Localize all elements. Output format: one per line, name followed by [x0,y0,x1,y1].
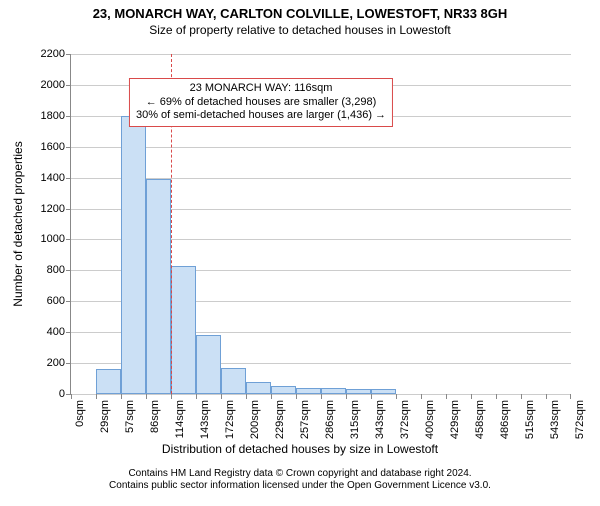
x-tick [171,394,172,399]
y-tick-label: 2000 [41,79,71,91]
x-tick [96,394,97,399]
x-tick-label: 257sqm [299,400,311,439]
x-tick-label: 343sqm [374,400,386,439]
x-tick [471,394,472,399]
x-tick [296,394,297,399]
x-tick [221,394,222,399]
x-tick-label: 200sqm [249,400,261,439]
x-tick [196,394,197,399]
grid-line [71,147,571,148]
x-tick-label: 429sqm [449,400,461,439]
x-tick [346,394,347,399]
y-tick-label: 600 [47,295,71,307]
x-tick [570,394,571,399]
y-tick-label: 1000 [41,233,71,245]
histogram-bar [271,386,296,394]
x-tick [321,394,322,399]
x-tick-label: 543sqm [549,400,561,439]
y-axis-label: Number of detached properties [11,141,25,306]
plot-area: 0200400600800100012001400160018002000220… [70,54,571,395]
x-tick [71,394,72,399]
histogram-bar [321,388,346,394]
chart-container: 23, MONARCH WAY, CARLTON COLVILLE, LOWES… [0,6,600,506]
x-tick [521,394,522,399]
x-tick [496,394,497,399]
annotation-line: 23 MONARCH WAY: 116sqm [136,82,386,96]
y-tick-label: 0 [59,388,71,400]
x-tick [546,394,547,399]
histogram-bar [221,368,246,394]
chart-subtitle: Size of property relative to detached ho… [0,23,600,37]
x-tick [246,394,247,399]
x-tick-label: 57sqm [124,400,136,433]
x-tick [396,394,397,399]
footer-attribution: Contains HM Land Registry data © Crown c… [0,468,600,492]
x-tick-label: 172sqm [224,400,236,439]
histogram-bar [196,335,221,394]
footer-line-1: Contains HM Land Registry data © Crown c… [0,468,600,480]
histogram-bar [346,389,371,394]
annotation-line: 30% of semi-detached houses are larger (… [136,109,386,123]
chart-title: 23, MONARCH WAY, CARLTON COLVILLE, LOWES… [0,6,600,21]
x-tick [421,394,422,399]
y-tick-label: 1400 [41,172,71,184]
x-tick-label: 486sqm [499,400,511,439]
x-tick [146,394,147,399]
annotation-box: 23 MONARCH WAY: 116sqm← 69% of detached … [129,78,393,127]
footer-line-2: Contains public sector information licen… [0,480,600,492]
x-tick-label: 315sqm [349,400,361,439]
x-axis-label: Distribution of detached houses by size … [162,442,438,456]
y-tick-label: 1200 [41,203,71,215]
histogram-bar [246,382,271,394]
histogram-bar [296,388,321,394]
x-tick-label: 458sqm [474,400,486,439]
y-tick-label: 200 [47,357,71,369]
x-tick-label: 286sqm [324,400,336,439]
grid-line [71,54,571,55]
x-tick-label: 515sqm [524,400,536,439]
y-tick-label: 1800 [41,110,71,122]
y-tick-label: 2200 [41,48,71,60]
x-tick [371,394,372,399]
x-tick-label: 572sqm [574,400,586,439]
x-tick-label: 229sqm [274,400,286,439]
histogram-bar [121,116,146,394]
x-tick [271,394,272,399]
annotation-line: ← 69% of detached houses are smaller (3,… [136,96,386,110]
histogram-bar [171,266,196,394]
x-tick-label: 86sqm [149,400,161,433]
x-tick-label: 143sqm [199,400,211,439]
x-tick-label: 114sqm [174,400,186,438]
y-tick-label: 1600 [41,141,71,153]
x-tick [121,394,122,399]
histogram-bar [96,369,121,394]
x-tick-label: 400sqm [424,400,436,439]
histogram-bar [146,179,171,394]
y-tick-label: 800 [47,264,71,276]
x-tick-label: 372sqm [399,400,411,439]
x-tick [446,394,447,399]
histogram-bar [371,389,396,394]
x-tick-label: 29sqm [99,400,111,433]
x-tick-label: 0sqm [74,400,86,427]
y-tick-label: 400 [47,326,71,338]
